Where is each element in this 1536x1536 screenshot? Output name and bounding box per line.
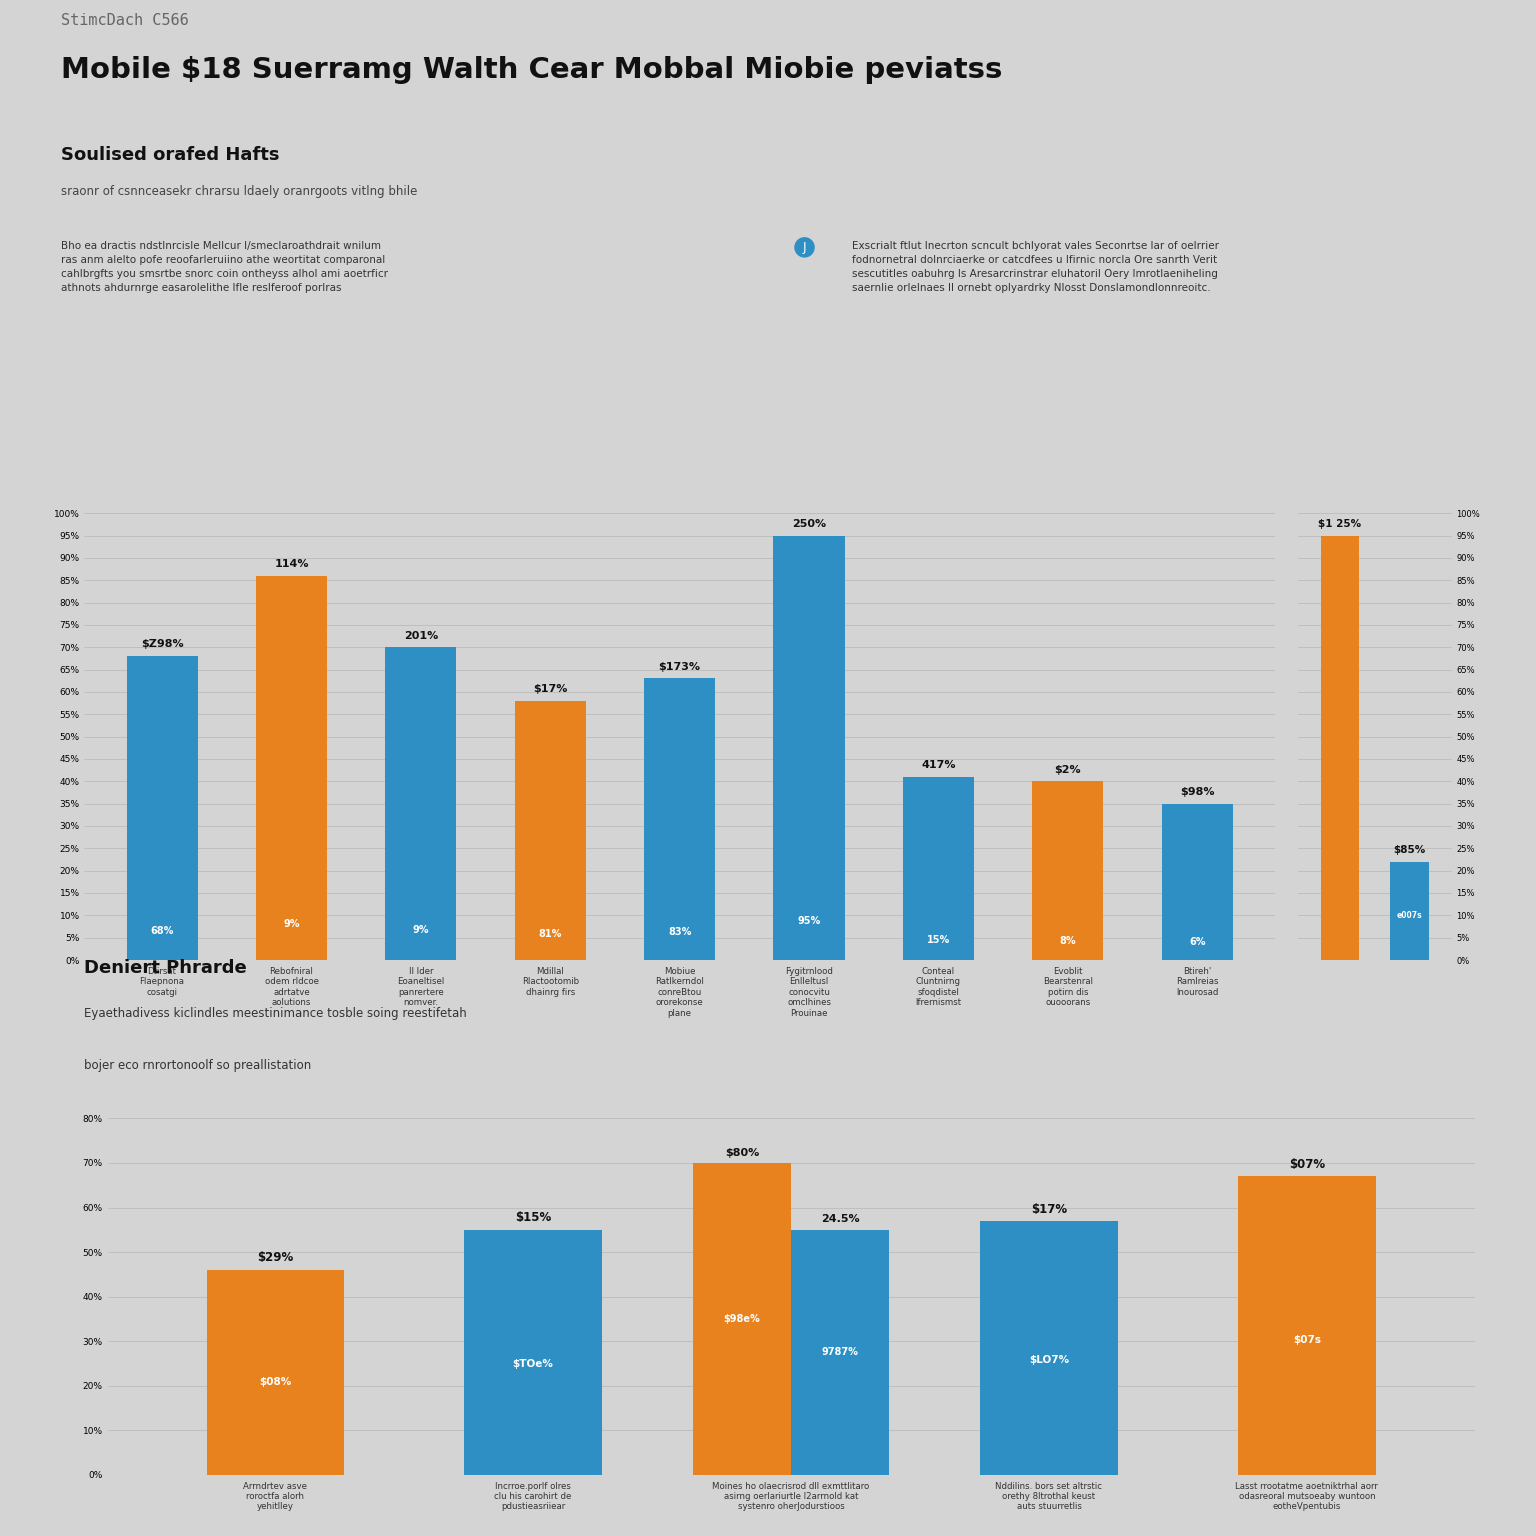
Bar: [515, 700, 585, 960]
Text: 68%: 68%: [151, 926, 174, 935]
Text: $07s: $07s: [1293, 1335, 1321, 1346]
Text: $85%: $85%: [1393, 845, 1425, 856]
Text: Soulised orafed Hafts: Soulised orafed Hafts: [61, 146, 280, 164]
Text: StimcDach C566: StimcDach C566: [61, 12, 189, 28]
Bar: [1161, 803, 1233, 960]
Bar: [774, 536, 845, 960]
Text: sraonr of csnnceasekr chrarsu ldaely oranrgoots vitlng bhile: sraonr of csnnceasekr chrarsu ldaely ora…: [61, 184, 418, 198]
Bar: [257, 576, 327, 960]
Text: 8%: 8%: [1060, 935, 1077, 946]
Bar: [644, 679, 716, 960]
Text: 95%: 95%: [797, 915, 820, 926]
Text: 83%: 83%: [668, 928, 691, 937]
Bar: [903, 777, 974, 960]
Bar: [980, 1221, 1118, 1475]
Bar: [1238, 1177, 1376, 1475]
Text: 15%: 15%: [926, 935, 951, 945]
Bar: [693, 1163, 791, 1475]
Text: Deniert Phrarde: Deniert Phrarde: [84, 958, 247, 977]
Text: $98e%: $98e%: [723, 1313, 760, 1324]
Text: $2%: $2%: [1055, 765, 1081, 774]
Text: 9%: 9%: [413, 925, 429, 935]
Text: bojer eco rnrortonoolf so preallistation: bojer eco rnrortonoolf so preallistation: [84, 1060, 312, 1072]
Bar: [464, 1230, 602, 1475]
Text: $98%: $98%: [1180, 786, 1215, 797]
Text: $Z98%: $Z98%: [141, 639, 183, 650]
Text: 24.5%: 24.5%: [820, 1215, 859, 1224]
Text: $LO7%: $LO7%: [1029, 1355, 1069, 1366]
Text: $TOe%: $TOe%: [513, 1359, 553, 1370]
Text: 250%: 250%: [793, 519, 826, 528]
Bar: [386, 647, 456, 960]
Text: $15%: $15%: [515, 1212, 551, 1224]
Text: $29%: $29%: [257, 1252, 293, 1264]
Bar: [1390, 862, 1428, 960]
Bar: [791, 1230, 889, 1475]
Text: 201%: 201%: [404, 630, 438, 641]
Text: 9%: 9%: [283, 919, 300, 929]
Text: 417%: 417%: [922, 760, 955, 770]
Text: Exscrialt ftlut lnecrton scncult bchlyorat vales Seconrtse lar of oelrrier
fodno: Exscrialt ftlut lnecrton scncult bchlyor…: [852, 241, 1220, 293]
Text: $07%: $07%: [1289, 1158, 1326, 1170]
Text: $08%: $08%: [260, 1378, 292, 1387]
Text: Bho ea dractis ndstlnrcisle Mellcur l/smeclaroathdrait wnilum
ras anm alelto pof: Bho ea dractis ndstlnrcisle Mellcur l/sm…: [61, 241, 389, 293]
Text: 114%: 114%: [275, 559, 309, 568]
Text: $17%: $17%: [1031, 1203, 1068, 1215]
Text: J: J: [799, 241, 811, 253]
Text: Mobile $18 Suerramg Walth Cear Mobbal Miobie peviatss: Mobile $18 Suerramg Walth Cear Mobbal Mi…: [61, 55, 1003, 84]
Text: Eyaethadivess kiclindles meestinimance tosble soing reestifetah: Eyaethadivess kiclindles meestinimance t…: [84, 1008, 467, 1020]
Bar: [126, 656, 198, 960]
Text: $173%: $173%: [659, 662, 700, 671]
Bar: [1032, 782, 1103, 960]
Text: 6%: 6%: [1189, 937, 1206, 948]
Text: $1 25%: $1 25%: [1318, 519, 1361, 528]
Text: $80%: $80%: [725, 1147, 759, 1158]
Text: 81%: 81%: [539, 929, 562, 940]
Text: 9787%: 9787%: [822, 1347, 859, 1358]
Text: e007s: e007s: [1396, 911, 1422, 920]
Bar: [206, 1270, 344, 1475]
Text: $17%: $17%: [533, 684, 567, 694]
Bar: [1321, 536, 1359, 960]
